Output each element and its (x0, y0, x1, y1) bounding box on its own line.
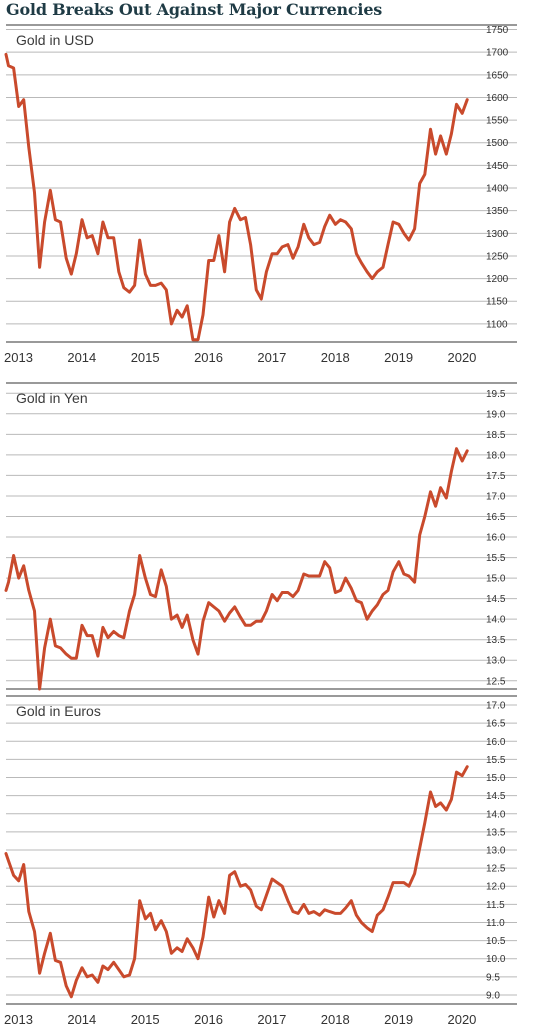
y-tick-label: 1750 (486, 25, 509, 36)
y-tick-label: 13.5 (486, 635, 506, 646)
y-tick-label: 1300 (486, 229, 509, 240)
y-tick-label: 1500 (486, 138, 509, 149)
y-tick-label: 10.0 (486, 954, 506, 965)
x-tick-label: 2016 (194, 1012, 223, 1027)
y-tick-label: 1200 (486, 274, 509, 285)
y-tick-label: 18.0 (486, 450, 506, 461)
y-tick-label: 1700 (486, 48, 509, 59)
y-tick-label: 15.0 (486, 574, 506, 585)
y-tick-label: 14.5 (486, 594, 506, 605)
y-tick-label: 1600 (486, 93, 509, 104)
y-tick-label: 13.0 (486, 846, 506, 857)
y-tick-label: 13.5 (486, 827, 506, 838)
series-line (4, 447, 469, 691)
y-tick-label: 16.0 (486, 737, 506, 748)
y-tick-label: 15.0 (486, 773, 506, 784)
y-tick-label: 1650 (486, 70, 509, 81)
x-tick-label: 2017 (257, 1012, 286, 1027)
x-tick-label: 2014 (67, 350, 96, 365)
y-tick-label: 16.0 (486, 533, 506, 544)
x-tick-label: 2019 (384, 1012, 413, 1027)
panel-title: Gold in USD (16, 32, 94, 48)
page-title: Gold Breaks Out Against Major Currencies (6, 0, 383, 19)
y-tick-label: 11.5 (486, 900, 505, 911)
y-tick-label: 17.5 (486, 471, 506, 482)
y-tick-label: 1150 (486, 297, 508, 308)
y-tick-label: 1100 (486, 319, 508, 330)
x-tick-label: 2013 (4, 350, 33, 365)
y-tick-label: 17.0 (486, 701, 506, 712)
x-tick-label: 2020 (447, 1012, 476, 1027)
panel-yen: 19.5 19.0 18.5 18.0 17.5 17.0 16.5 16.0 15.5 15.0… (4, 382, 517, 691)
y-tick-label: 14.0 (486, 615, 506, 626)
panel-title: Gold in Euros (16, 703, 101, 719)
x-tick-label: 2019 (384, 350, 413, 365)
x-tick-label: 2014 (67, 1012, 96, 1027)
series-line (4, 765, 469, 999)
y-tick-label: 11.0 (486, 918, 505, 929)
x-tick-label: 2017 (257, 350, 286, 365)
y-tick-label: 15.5 (486, 755, 506, 766)
y-tick-label: 1350 (486, 206, 509, 217)
y-tick-label: 14.5 (486, 791, 506, 802)
y-tick-label: 10.5 (486, 936, 506, 947)
y-tick-label: 12.5 (486, 676, 506, 687)
y-tick-label: 13.0 (486, 656, 506, 667)
x-tick-label: 2018 (321, 1012, 350, 1027)
y-tick-label: 19.0 (486, 409, 506, 420)
y-tick-label: 12.5 (486, 864, 506, 875)
y-tick-label: 9.0 (486, 990, 500, 1001)
y-tick-label: 17.0 (486, 491, 506, 502)
x-tick-label: 2016 (194, 350, 223, 365)
y-tick-label: 1400 (486, 184, 509, 195)
y-tick-label: 18.5 (486, 430, 506, 441)
y-tick-label: 1450 (486, 161, 509, 172)
x-tick-label: 2015 (131, 1012, 160, 1027)
x-tick-label: 2018 (321, 350, 350, 365)
y-tick-label: 1550 (486, 116, 509, 127)
y-tick-label: 14.0 (486, 809, 506, 820)
y-tick-label: 15.5 (486, 553, 506, 564)
y-tick-label: 12.0 (486, 882, 506, 893)
y-tick-label: 1250 (486, 251, 509, 262)
panel-title: Gold in Yen (16, 390, 88, 406)
x-tick-label: 2020 (447, 350, 476, 365)
series-line (4, 52, 469, 342)
y-tick-label: 9.5 (486, 972, 500, 983)
y-tick-label: 16.5 (486, 719, 506, 730)
y-tick-label: 16.5 (486, 512, 506, 523)
x-tick-label: 2013 (4, 1012, 33, 1027)
y-tick-label: 19.5 (486, 389, 506, 400)
panel-euros: 17.0 16.5 16.0 15.5 15.0 14.5 14.0 13.5 13.0 12.5… (4, 695, 517, 1027)
x-tick-label: 2015 (131, 350, 160, 365)
panel-usd: 1750 1700 1650 1600 1550 1500 1450 1400 1350 1300… (4, 24, 517, 365)
